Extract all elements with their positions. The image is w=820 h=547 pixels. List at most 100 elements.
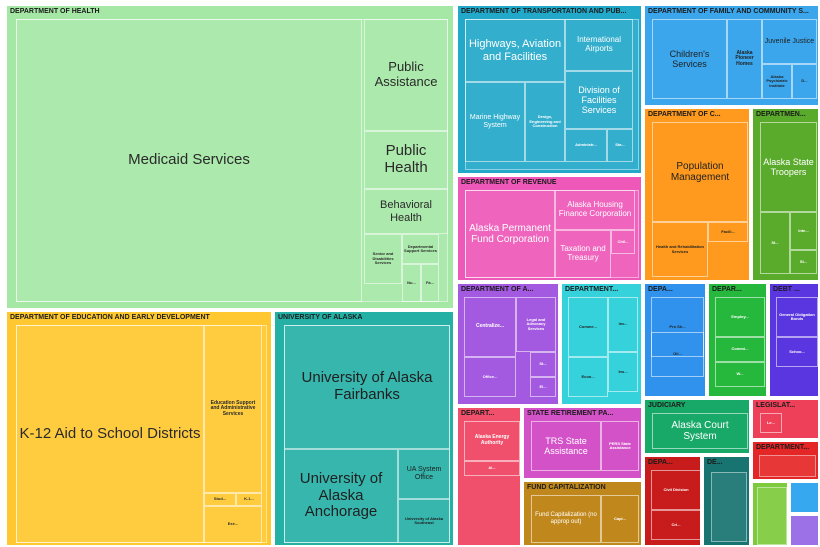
treemap-group-label: LEGISLAT... [756,402,796,409]
treemap-cell-senior-and-disabilities-services[interactable]: Senior and Disabilities Services [364,234,402,284]
treemap-cell-medicaid-services[interactable]: Medicaid Services [16,19,362,302]
treemap-cell-label: Alaska Psychiatric Institute [766,73,788,88]
treemap-cell-w[interactable]: W... [715,362,765,387]
treemap-cell-label: Le... [766,419,775,425]
treemap-cell-exe[interactable]: Exe... [204,506,262,543]
treemap-cell-alaska-court-system[interactable]: Alaska Court System [652,413,748,449]
treemap-cell-public-health[interactable]: Public Health [364,131,448,189]
treemap-cell-marine-highway-system[interactable]: Marine Highway System [465,82,525,162]
treemap-cell-education-support-and-administrative-services[interactable]: Education Support and Administrative Ser… [204,325,262,493]
treemap-cell-stud[interactable]: Stud... [204,493,236,506]
treemap-group-judiciary: JUDICIARY Alaska Court System [643,398,751,455]
treemap-cell-university-of-alaska-southeast[interactable]: University of Alaska Southeast [398,499,450,543]
treemap-cell-st[interactable]: St... [790,250,817,274]
treemap-cell-label: Alaska Permanent Fund Corporation [469,222,551,245]
treemap-group-label: DEPARTMENT... [756,444,810,451]
treemap-cell-nu[interactable]: Nu... [402,264,421,302]
treemap-group-department-of-revenue: DEPARTMENT OF REVENUE Alaska Permanent Fu… [456,175,643,282]
treemap-group-legislat: LEGISLAT... Le... [751,398,820,440]
treemap-cell-alaska-housing-finance-corporation[interactable]: Alaska Housing Finance Corporation [555,190,635,230]
treemap-cell-public-assistance[interactable]: Public Assistance [364,19,448,131]
treemap-cell-sta[interactable]: Sta... [607,129,633,162]
treemap-cell-legal-and-advocacy-services[interactable]: Legal and Advocacy Services [516,297,556,352]
treemap-cell-international-airports[interactable]: International Airports [565,19,633,71]
treemap-group-group [789,514,820,547]
treemap-cell-children-s-services[interactable]: Children's Services [652,19,727,99]
treemap-cell-general-obligation-bonds[interactable]: General Obligation Bonds [776,297,818,337]
treemap-cell-alaska-permanent-fund-corporation[interactable]: Alaska Permanent Fund Corporation [465,190,555,278]
treemap-cell-oil[interactable]: Oil... [651,332,704,377]
treemap-group-label: DEPAR... [712,286,742,293]
treemap-cell-employ[interactable]: Employ... [715,297,765,337]
treemap-cell-chil[interactable]: Chil... [611,230,635,254]
treemap-cell-label: Division of Facilities Services [578,84,620,116]
treemap-cell-cri[interactable]: Cri... [651,510,700,540]
treemap-cell-division-of-facilities-services[interactable]: Division of Facilities Services [565,71,633,129]
treemap-cell-label: Civil Division [663,486,689,492]
treemap-cell-civil-division[interactable]: Civil Division [651,470,700,510]
treemap-group-department-of-transportation-and-pub: DEPARTMENT OF TRANSPORTATION AND PUB... H… [456,4,643,175]
treemap-cell-st[interactable]: St... [530,352,556,377]
treemap-cell-st[interactable]: St... [760,212,790,274]
treemap-cell-university-of-alaska-anchorage[interactable]: University of Alaska Anchorage [284,449,398,543]
treemap-cell-schoo[interactable]: Schoo... [776,337,818,367]
treemap-cell-centralize[interactable]: Centralize... [464,297,516,357]
treemap-group-label: DEBT ... [773,286,800,293]
treemap-cell-trs-state-assistance[interactable]: TRS State Assistance [531,421,601,471]
treemap-cell-alaska-state-troopers[interactable]: Alaska State Troopers [760,122,817,212]
treemap-cell-label: Fund Capitalization (no approp out) [535,512,597,525]
treemap-cell-health-and-rehabilitation-services[interactable]: Health and Rehabilitation Services [652,222,708,277]
treemap-cell-alaska-psychiatric-institute[interactable]: Alaska Psychiatric Institute [762,64,792,99]
treemap-group-group [789,481,820,514]
treemap-cell-juvenile-justice[interactable]: Juvenile Justice [762,19,817,64]
treemap-cell-university-of-alaska-fairbanks[interactable]: University of Alaska Fairbanks [284,325,450,449]
treemap-cell-label: Taxation and Treasury [560,244,606,262]
treemap-cell-label: Schoo... [789,348,805,354]
treemap-cell-capi[interactable]: Capi... [601,495,639,543]
treemap-cell-pers-state-assistance[interactable]: PERS State Assistance [601,421,639,471]
treemap-cell-label: Alaska State Troopers [763,156,814,177]
treemap-cell-k-12-aid-to-school-districts[interactable]: K-12 Aid to School Districts [16,325,204,543]
treemap-cell-d[interactable]: D... [792,64,817,99]
treemap-cell-administr[interactable]: Administr... [565,129,607,162]
treemap-cell-label: Education Support and Administrative Ser… [210,399,256,417]
treemap-cell-departmental-support-services[interactable]: Departmental Support Services [402,234,439,264]
treemap-cell-comme[interactable]: Comme... [568,297,608,357]
treemap-cell-ins[interactable]: Ins... [608,352,638,392]
treemap-cell-alaska-pioneer-homes[interactable]: Alaska Pioneer Homes [727,19,762,99]
treemap-cell-ua-system-office[interactable]: UA System Office [398,449,450,499]
treemap-cell-label: St... [799,258,808,264]
treemap-cell-le[interactable]: Le... [760,413,782,433]
treemap-cell-fund-capitalization-no-approp-out[interactable]: Fund Capitalization (no approp out) [531,495,601,543]
treemap-cell-commi[interactable]: Commi... [715,337,765,362]
treemap-cell-label: Alaska Pioneer Homes [735,49,754,67]
treemap-cell-label: Behavioral Health [380,199,432,224]
treemap-cell-pro-sh[interactable]: Pro Sh... [651,297,704,357]
treemap-cell-label: Chil... [617,238,629,244]
treemap-cell-design-engineering-and-construction[interactable]: Design, Engineering and Construction [525,82,565,162]
treemap-cell-fa[interactable]: Fa... [421,264,439,302]
treemap-group-label: DEPARTMENT OF FAMILY AND COMMUNITY S... [648,8,809,15]
treemap-cell-facili[interactable]: Facili... [708,222,748,242]
treemap-cell-label: St... [539,361,547,367]
treemap-cell-label: Public Assistance [374,59,438,89]
treemap-cell-el[interactable]: El... [530,377,556,397]
treemap-cell-office[interactable]: Office... [464,357,516,397]
treemap-group-label: DEPART... [461,410,495,417]
treemap-cell-label: Oil... [673,351,682,357]
treemap-cell-behavioral-health[interactable]: Behavioral Health [364,189,448,234]
treemap-cell-inte[interactable]: Inte... [790,212,817,250]
treemap-cell-label: Commi... [731,346,749,352]
treemap-cell-highways-aviation-and-facilities[interactable]: Highways, Aviation and Facilities [465,19,565,82]
treemap-cell-label: Exe... [227,521,239,527]
treemap-cell-k-1[interactable]: K-1... [236,493,262,506]
treemap-cell-alaska-energy-authority[interactable]: Alaska Energy Authority [464,421,520,461]
treemap-group-depa: DEPA... Pro Sh... Oil... [643,282,707,398]
treemap-cell-al[interactable]: Al... [464,461,520,476]
treemap-cell-inv[interactable]: Inv... [608,297,638,352]
treemap-cell-population-management[interactable]: Population Management [652,122,748,222]
treemap-cell-taxation-and-treasury[interactable]: Taxation and Treasury [555,230,611,278]
treemap-group-department-of-a: DEPARTMENT OF A... Centralize... Legal and… [456,282,560,406]
treemap-cell-econ[interactable]: Econ... [568,357,608,397]
